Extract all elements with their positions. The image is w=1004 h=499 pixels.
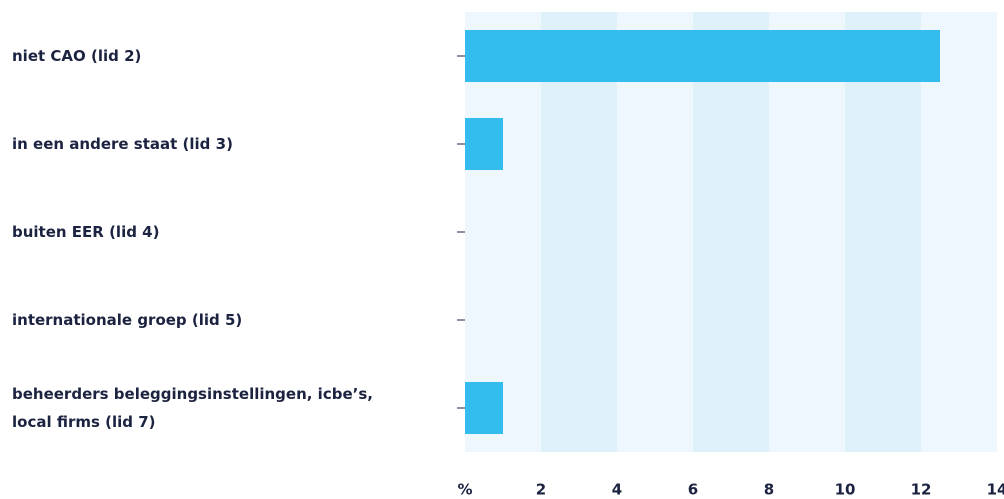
bar xyxy=(465,118,503,170)
grid-band xyxy=(693,12,769,452)
category-label: in een andere staat (lid 3) xyxy=(12,135,233,153)
x-tick-label: 4 xyxy=(612,481,622,499)
category-label: buiten EER (lid 4) xyxy=(12,223,160,241)
x-tick-label: 14 xyxy=(987,481,1004,499)
x-tick-label: 6 xyxy=(688,481,698,499)
x-tick-label: 10 xyxy=(835,481,856,499)
bar xyxy=(465,30,940,82)
x-tick-label: 12 xyxy=(911,481,932,499)
category-label: niet CAO (lid 2) xyxy=(12,47,142,65)
x-tick-label: 2 xyxy=(536,481,546,499)
x-tick-label: % xyxy=(457,481,472,499)
grid-band xyxy=(845,12,921,452)
category-label: beheerders beleggingsinstellingen, icbe’… xyxy=(12,385,373,431)
category-label: internationale groep (lid 5) xyxy=(12,311,243,329)
x-tick-label: 8 xyxy=(764,481,774,499)
bar xyxy=(465,382,503,434)
grid-band xyxy=(541,12,617,452)
